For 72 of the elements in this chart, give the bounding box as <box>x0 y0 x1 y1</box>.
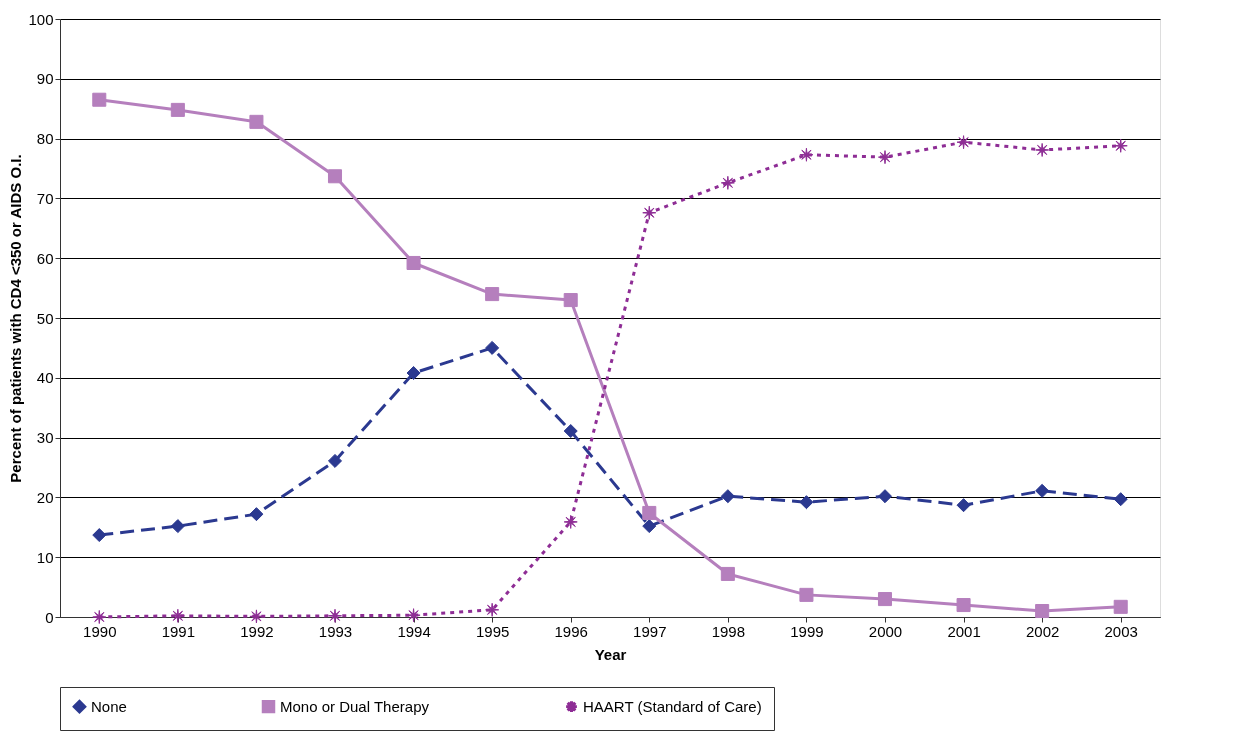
legend-label: Mono or Dual Therapy <box>280 697 430 715</box>
point <box>563 514 578 529</box>
point <box>92 609 107 625</box>
y-tick-label: 0 <box>45 608 54 626</box>
point <box>485 602 500 617</box>
legend-label: HAART (Standard of Care) <box>583 697 762 715</box>
x-tick-label: 1992 <box>240 622 274 640</box>
point <box>1113 492 1128 507</box>
y-tick-label: 80 <box>36 130 54 148</box>
point <box>1113 138 1128 153</box>
point <box>720 175 735 190</box>
point <box>877 150 893 165</box>
point <box>249 114 264 129</box>
point <box>327 608 343 623</box>
x-tick-label: 1998 <box>711 622 746 640</box>
y-tick-label: 10 <box>36 548 54 566</box>
y-tick-label: 100 <box>28 10 54 28</box>
point <box>720 566 735 581</box>
x-tick-label: 1994 <box>397 622 431 640</box>
point <box>327 453 343 468</box>
point <box>1035 142 1050 157</box>
y-tick-label: 90 <box>36 70 54 88</box>
point <box>170 519 185 534</box>
y-tick-label: 50 <box>36 309 54 327</box>
point <box>92 92 107 107</box>
point <box>1035 483 1050 498</box>
x-tick-label: 1997 <box>633 622 667 640</box>
point <box>956 598 971 613</box>
point <box>956 498 971 513</box>
y-tick-label: 30 <box>36 429 54 447</box>
point <box>406 366 421 381</box>
point <box>642 505 657 520</box>
point <box>170 608 185 623</box>
x-tick-label: 1991 <box>161 622 196 640</box>
point <box>170 102 185 117</box>
point <box>799 147 814 162</box>
point <box>1113 599 1128 614</box>
legend-label: None <box>91 697 127 715</box>
point <box>406 608 421 623</box>
x-tick-label: 2003 <box>1104 622 1138 640</box>
x-tick-label: 2002 <box>1025 622 1060 640</box>
y-tick-label: 60 <box>36 249 54 267</box>
x-tick-label: 2001 <box>947 622 981 640</box>
point <box>249 507 264 522</box>
point <box>642 519 657 534</box>
x-tick-label: 1993 <box>318 622 353 640</box>
point <box>485 340 500 355</box>
point <box>406 255 421 270</box>
x-tick-label: 1996 <box>554 622 588 640</box>
point <box>956 135 971 150</box>
point <box>249 609 264 624</box>
point <box>1035 604 1050 619</box>
x-tick-label: 1999 <box>790 622 824 640</box>
point <box>92 528 107 543</box>
point <box>720 489 735 504</box>
point <box>485 287 500 302</box>
point <box>563 293 578 308</box>
x-axis-title: Year <box>594 645 627 663</box>
x-tick-label: 1990 <box>83 622 117 640</box>
point <box>799 495 814 510</box>
x-tick-label: 2000 <box>868 622 903 640</box>
point <box>877 489 893 504</box>
point <box>327 169 343 184</box>
y-tick-label: 40 <box>36 369 54 387</box>
y-tick-label: 70 <box>36 189 54 207</box>
point <box>799 587 814 602</box>
y-axis-title: Percent of patients with CD4 <350 or AIDS O.I. <box>7 154 25 483</box>
y-tick-label: 20 <box>36 488 54 506</box>
point <box>877 592 893 607</box>
point <box>642 205 657 220</box>
point <box>563 424 578 439</box>
x-tick-label: 1995 <box>475 622 510 640</box>
